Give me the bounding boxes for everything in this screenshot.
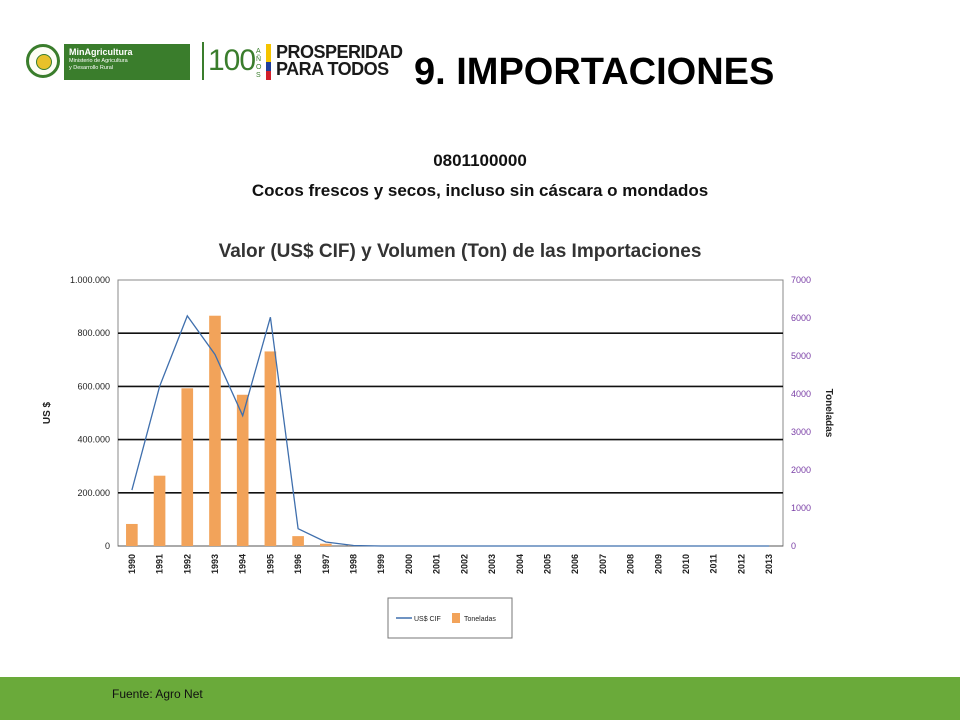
right-axis-title: Toneladas (823, 389, 834, 438)
x-axis-tick-label: 2011 (709, 554, 719, 574)
line-series-us-cif (131, 314, 770, 547)
x-axis-tick-label: 2000 (404, 554, 414, 574)
left-axis-tick-label: 800.000 (77, 328, 110, 338)
x-axis-tick-label: 2007 (598, 554, 608, 574)
coat-of-arms-icon (26, 44, 60, 78)
x-axis-tick-label: 2004 (515, 554, 525, 574)
right-axis-tick-label: 1000 (791, 503, 811, 513)
bar-1996 (292, 536, 304, 546)
x-axis-tick-label: 1994 (238, 554, 248, 574)
bar-1990 (126, 523, 138, 546)
x-axis-tick-label: 1992 (182, 554, 192, 574)
x-axis-tick-label: 2009 (653, 554, 663, 574)
source-note: Fuente: Agro Net (112, 687, 203, 701)
x-axis-tick-label: 2002 (459, 554, 469, 574)
x-axis-tick-label: 2010 (681, 554, 691, 574)
left-axis-tick-label: 200.000 (77, 488, 110, 498)
anniversary-label: AÑOS (256, 48, 262, 79)
x-axis-tick-label: 2005 (542, 554, 552, 574)
right-axis-tick-label: 7000 (791, 275, 811, 285)
bar-1991 (153, 475, 166, 546)
right-axis-tick-label: 3000 (791, 427, 811, 437)
slide-header: MinAgricultura Ministerio de Agricultura… (0, 0, 960, 120)
slogan-line-1: PROSPERIDAD (276, 42, 403, 62)
x-axis-tick-label: 1995 (265, 554, 275, 574)
legend-label-line: US$ CIF (414, 616, 441, 623)
x-axis-tick-label: 2006 (570, 554, 580, 574)
bar-1997 (319, 543, 332, 546)
x-axis-tick-label: 1999 (376, 554, 386, 574)
legend-label-bar: Toneladas (464, 616, 496, 623)
x-axis-tick-label: 2012 (736, 554, 746, 574)
slogan-line-2: PARA TODOS (276, 59, 389, 79)
x-axis-tick-label: 2001 (432, 554, 442, 574)
chart-title: Valor (US$ CIF) y Volumen (Ton) de las I… (219, 241, 702, 262)
footer-bar: Fuente: Agro Net (0, 677, 960, 720)
ministry-logo-line1: Ministerio de Agricultura (69, 58, 128, 64)
right-axis-tick-label: 5000 (791, 351, 811, 361)
bar-1992 (181, 388, 194, 546)
x-axis-tick-label: 1990 (127, 554, 137, 574)
ministry-logo-line2: y Desarrollo Rural (69, 65, 114, 71)
x-axis-tick-label: 1997 (321, 554, 331, 574)
left-axis-title: US $ (42, 401, 53, 424)
left-axis-tick-label: 0 (105, 541, 110, 551)
x-axis-tick-label: 2003 (487, 554, 497, 574)
x-axis-tick-label: 1996 (293, 554, 303, 574)
x-axis-tick-label: 1998 (349, 554, 359, 574)
product-code: 0801100000 (433, 151, 527, 170)
right-axis-tick-label: 6000 (791, 313, 811, 323)
x-axis-tick-label: 1991 (155, 554, 165, 574)
bar-1993 (209, 315, 221, 546)
left-axis-tick-label: 600.000 (77, 381, 110, 391)
legend-bar-swatch (452, 613, 460, 623)
ministry-logo: MinAgricultura Ministerio de Agricultura… (64, 44, 190, 80)
imports-chart: Valor (US$ CIF) y Volumen (Ton) de las I… (30, 225, 860, 655)
left-axis-tick-label: 1.000.000 (70, 275, 110, 285)
left-axis-tick-label: 400.000 (77, 435, 110, 445)
slogan-logo: PROSPERIDAD PARA TODOS (276, 42, 403, 79)
logo-divider (202, 42, 204, 80)
x-axis-tick-label: 2013 (764, 554, 774, 574)
bar-1995 (264, 351, 277, 546)
imports-chart-svg: Valor (US$ CIF) y Volumen (Ton) de las I… (42, 241, 834, 639)
product-description: Cocos frescos y secos, incluso sin cásca… (251, 181, 709, 200)
colombia-flag-icon (266, 44, 271, 80)
right-axis-tick-label: 2000 (791, 465, 811, 475)
institutional-logos: MinAgricultura Ministerio de Agricultura… (24, 40, 403, 86)
right-axis-tick-label: 4000 (791, 389, 811, 399)
slide-title: 9. IMPORTACIONES (414, 51, 775, 93)
bar-1994 (236, 394, 249, 546)
x-axis-tick-label: 2008 (626, 554, 636, 574)
right-axis-tick-label: 0 (791, 541, 796, 551)
anniversary-number: 100 (208, 44, 256, 77)
ministry-logo-title: MinAgricultura (69, 47, 133, 57)
x-axis-tick-label: 1993 (210, 554, 220, 574)
